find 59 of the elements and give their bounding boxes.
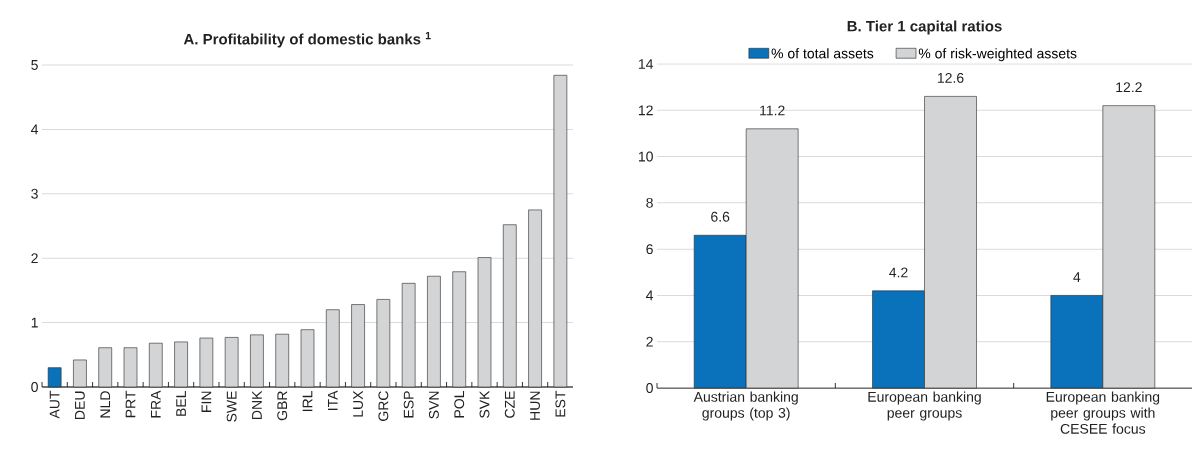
x-tick-label: LUX (353, 390, 363, 417)
data-label: 12.6 (937, 72, 964, 83)
x-tick-label: PRT (125, 390, 136, 418)
x-tick-label: BEL (176, 390, 186, 416)
data-label: 11.2 (760, 105, 785, 116)
chart-title: B. Tier 1 capital ratios (847, 20, 1002, 35)
bar (300, 329, 315, 388)
x-tick-label: NLD (100, 391, 111, 418)
y-tick-label: 0 (31, 382, 38, 392)
x-tick-label: Austrian banking groups (top 3) (693, 391, 798, 421)
x-tick-label: ESP (403, 391, 414, 418)
y-tick-label: 3 (31, 188, 38, 199)
legend-label: % of risk-weighted assets (918, 48, 1077, 62)
x-tick-label: SVK (479, 390, 490, 418)
x-tick-label: EST (555, 390, 566, 417)
data-label: 12.2 (1116, 82, 1142, 93)
x-tick-label: IRL (302, 391, 313, 412)
x-tick-label: HUN (530, 391, 540, 420)
x-tick-label: FRA (150, 390, 161, 418)
y-tick-label: 8 (646, 197, 653, 208)
y-tick-label: 4 (646, 290, 654, 301)
x-tick-label: GBR (277, 391, 288, 421)
data-label: 6.6 (711, 211, 730, 222)
y-tick-label: 2 (31, 253, 38, 264)
x-tick-label: DEU (75, 391, 85, 419)
y-tick-label: 4 (31, 124, 39, 135)
y-tick-label: 6 (646, 244, 653, 255)
bar (250, 334, 264, 388)
data-label: 4 (1073, 272, 1081, 282)
bar (148, 342, 163, 388)
y-tick-label: 0 (646, 383, 653, 393)
y-tick-label: 12 (638, 105, 653, 116)
y-tick-label: 5 (31, 60, 38, 70)
x-tick-label: ITA (327, 390, 338, 410)
y-tick-label: 2 (646, 336, 653, 347)
bar (275, 333, 290, 388)
x-tick-label: AUT (49, 390, 60, 419)
y-tick-label: 1 (31, 317, 38, 328)
data-label: 4.2 (889, 267, 908, 278)
x-tick-label: GRC (378, 391, 389, 421)
bar (123, 347, 138, 388)
bar (98, 347, 113, 388)
x-tick-label: SWE (226, 391, 237, 422)
x-tick-label: SVN (428, 391, 439, 419)
bar (47, 367, 62, 388)
chart-title: A. Profitability of domestic banks $^{1}$ (183, 31, 431, 48)
legend-label: % of total assets (771, 48, 874, 59)
x-tick-label: European banking peer groups with CESEE focus (1046, 391, 1160, 434)
y-tick-label: 14 (638, 59, 654, 69)
bar (73, 359, 87, 388)
x-tick-label: POL (454, 390, 465, 418)
x-tick-label: European banking peer groups (868, 391, 981, 421)
x-tick-label: FIN (201, 391, 212, 412)
x-tick-label: DNK (252, 390, 262, 419)
bar (224, 337, 239, 388)
bar (174, 341, 188, 388)
y-tick-label: 10 (638, 151, 653, 162)
x-tick-label: CZE (504, 391, 515, 418)
bar (199, 337, 214, 388)
